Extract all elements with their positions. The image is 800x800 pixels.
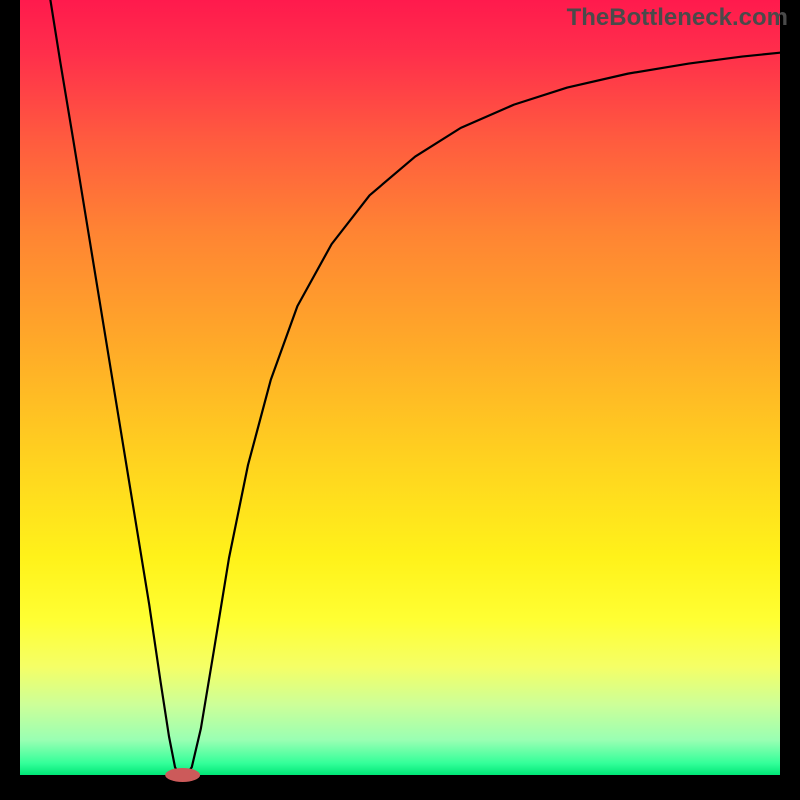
chart-container: TheBottleneck.com [0, 0, 800, 800]
min-marker [165, 768, 200, 782]
watermark-text: TheBottleneck.com [567, 4, 788, 32]
chart-svg [0, 0, 800, 800]
gradient-plot-area [20, 0, 780, 775]
